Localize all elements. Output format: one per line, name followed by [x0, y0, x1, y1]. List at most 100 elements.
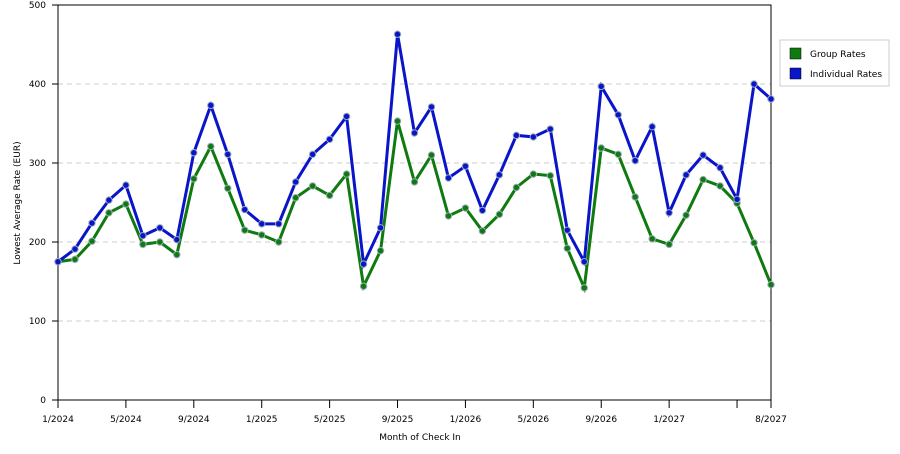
x-tick-label: 1/2026	[450, 415, 482, 425]
data-point	[478, 206, 487, 215]
data-point	[563, 244, 571, 253]
legend-label: Individual Rates	[810, 70, 882, 80]
data-point	[546, 171, 555, 180]
x-tick-label: 5/2025	[314, 415, 346, 425]
data-point	[580, 258, 588, 266]
data-point	[495, 171, 504, 179]
data-point	[614, 150, 622, 159]
data-point	[461, 204, 470, 212]
data-point	[207, 142, 215, 151]
data-point	[631, 193, 639, 201]
data-point	[750, 80, 758, 88]
x-tick-label: 8/2027	[755, 415, 787, 425]
data-point	[410, 178, 419, 186]
y-tick-label: 500	[29, 1, 46, 11]
data-point	[190, 149, 198, 157]
data-point	[529, 133, 538, 141]
data-point	[478, 227, 487, 235]
data-point	[190, 175, 198, 183]
data-point	[173, 250, 181, 259]
data-point	[750, 239, 758, 247]
data-point	[427, 151, 436, 159]
data-point	[308, 182, 317, 190]
legend-label: Group Rates	[810, 50, 866, 60]
data-point	[461, 162, 470, 170]
data-point	[156, 224, 164, 232]
x-tick-label: 9/2025	[382, 415, 414, 425]
data-point	[767, 95, 775, 103]
data-point	[224, 184, 232, 192]
data-point	[139, 231, 147, 240]
data-point	[614, 111, 622, 119]
x-tick-label: 5/2024	[110, 415, 142, 425]
y-axis-title: Lowest Average Rate (EUR)	[13, 141, 23, 264]
data-point	[665, 240, 673, 249]
y-tick-label: 400	[29, 80, 46, 90]
plot-frame	[57, 4, 772, 401]
data-point	[393, 117, 402, 125]
x-axis-title: Month of Check In	[379, 433, 461, 443]
data-point	[325, 135, 334, 144]
data-point	[563, 226, 571, 234]
data-point	[682, 211, 690, 219]
y-tick-label: 100	[29, 317, 46, 327]
data-point	[173, 235, 181, 244]
x-tick-label: 1/2024	[42, 415, 74, 425]
x-tick-label: 9/2024	[178, 415, 210, 425]
data-point	[444, 174, 453, 182]
x-tick-label: 5/2026	[517, 415, 549, 425]
legend-swatch	[789, 47, 802, 60]
data-point	[648, 235, 656, 243]
series-line	[57, 33, 772, 270]
data-point	[648, 122, 656, 131]
data-point	[512, 183, 521, 192]
data-point	[699, 151, 707, 159]
data-point	[258, 231, 266, 239]
data-point	[495, 210, 504, 219]
data-point	[699, 175, 707, 184]
data-point	[597, 144, 605, 152]
data-point	[156, 238, 164, 246]
data-point	[88, 219, 96, 227]
data-point	[71, 245, 79, 253]
data-point	[665, 209, 673, 217]
data-point	[258, 220, 266, 228]
data-point	[291, 178, 300, 186]
data-point	[274, 220, 283, 228]
y-tick-label: 200	[29, 238, 46, 248]
data-point	[767, 280, 775, 289]
data-point	[529, 170, 538, 178]
data-point	[325, 191, 334, 200]
data-point	[241, 226, 249, 234]
data-point	[224, 150, 232, 159]
data-point	[308, 150, 317, 159]
data-point	[291, 194, 300, 202]
data-point	[393, 30, 402, 38]
data-point	[512, 131, 521, 140]
data-point	[733, 195, 741, 204]
data-point	[546, 125, 555, 133]
data-point	[342, 170, 351, 178]
data-point	[444, 212, 453, 220]
data-point	[631, 156, 639, 165]
data-point	[359, 282, 368, 290]
data-point	[376, 224, 385, 232]
x-tick-label: 1/2027	[653, 415, 685, 425]
data-point	[122, 181, 130, 189]
y-tick-label: 0	[40, 396, 46, 406]
data-point	[71, 255, 79, 264]
data-point	[359, 260, 368, 268]
data-point	[342, 112, 351, 121]
data-point	[139, 240, 147, 249]
data-point	[105, 196, 113, 204]
data-point	[716, 164, 724, 172]
y-tick-label: 300	[29, 159, 46, 169]
data-point	[241, 205, 249, 214]
data-point	[410, 129, 419, 137]
data-point	[274, 238, 283, 246]
data-point	[682, 171, 690, 179]
data-point	[88, 237, 96, 245]
data-point	[122, 200, 130, 208]
series-line	[57, 120, 773, 294]
